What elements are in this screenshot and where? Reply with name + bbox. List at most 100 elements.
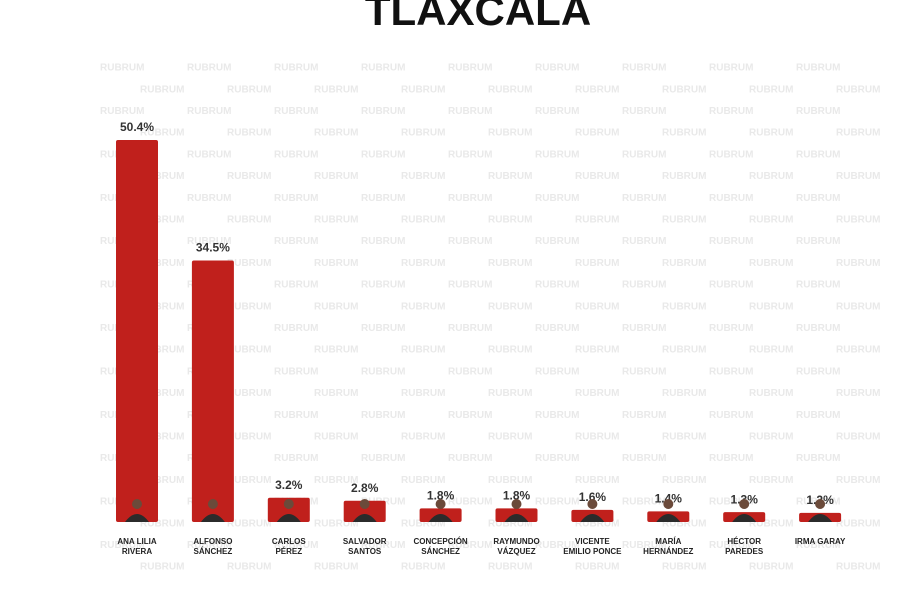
watermark: RUBRUM — [709, 323, 753, 334]
bar — [116, 139, 158, 522]
watermark: RUBRUM — [361, 410, 405, 421]
watermark: RUBRUM — [227, 128, 271, 139]
watermark: RUBRUM — [448, 410, 492, 421]
watermark: RUBRUM — [622, 193, 666, 204]
watermark: RUBRUM — [622, 410, 666, 421]
watermark: RUBRUM — [575, 84, 619, 95]
watermark: RUBRUM — [187, 193, 231, 204]
watermark: RUBRUM — [796, 236, 840, 247]
watermark: RUBRUM — [187, 149, 231, 160]
watermark: RUBRUM — [796, 193, 840, 204]
photo-head — [283, 499, 294, 509]
watermark: RUBRUM — [622, 106, 666, 117]
watermark: RUBRUM — [836, 171, 880, 182]
watermark: RUBRUM — [796, 280, 840, 291]
watermark: RUBRUM — [227, 215, 271, 226]
x-tick-label: MARÍA HERNÁNDEZ — [643, 537, 694, 556]
watermark: RUBRUM — [662, 258, 706, 269]
watermark: RUBRUM — [709, 106, 753, 117]
watermark: RUBRUM — [401, 432, 445, 443]
bar — [191, 260, 234, 522]
watermark: RUBRUM — [836, 518, 880, 529]
watermark: RUBRUM — [314, 128, 358, 139]
watermark: RUBRUM — [836, 301, 880, 312]
watermark: RUBRUM — [575, 215, 619, 226]
watermark: RUBRUM — [796, 366, 840, 377]
bar — [343, 500, 386, 522]
watermark: RUBRUM — [535, 366, 579, 377]
watermark: RUBRUM — [796, 149, 840, 160]
watermark: RUBRUM — [401, 128, 445, 139]
watermark: RUBRUM — [622, 236, 666, 247]
photo-head — [511, 499, 522, 509]
watermark: RUBRUM — [535, 540, 579, 551]
watermark: RUBRUM — [662, 432, 706, 443]
value-label: 1.6% — [579, 490, 607, 504]
watermark: RUBRUM — [575, 432, 619, 443]
value-label: 1.8% — [427, 489, 455, 503]
watermark: RUBRUM — [662, 518, 706, 529]
watermark: RUBRUM — [575, 518, 619, 529]
watermark: RUBRUM — [749, 301, 793, 312]
watermark: RUBRUM — [314, 215, 358, 226]
watermark: RUBRUM — [100, 106, 144, 117]
watermark: RUBRUM — [227, 301, 271, 312]
watermark: RUBRUM — [836, 258, 880, 269]
photo-head — [207, 499, 218, 509]
watermark: RUBRUM — [140, 84, 184, 95]
watermark: RUBRUM — [836, 84, 880, 95]
watermark: RUBRUM — [314, 562, 358, 573]
watermark: RUBRUM — [314, 84, 358, 95]
watermark: RUBRUM — [535, 63, 579, 74]
watermark: RUBRUM — [836, 562, 880, 573]
watermark: RUBRUM — [187, 106, 231, 117]
photo-body — [656, 514, 681, 522]
photo-body — [428, 514, 453, 522]
watermark: RUBRUM — [100, 540, 144, 551]
watermark: RUBRUM — [448, 63, 492, 74]
watermark: RUBRUM — [535, 323, 579, 334]
watermark: RUBRUM — [227, 258, 271, 269]
watermark: RUBRUM — [401, 171, 445, 182]
watermark: RUBRUM — [314, 258, 358, 269]
watermark: RUBRUM — [488, 215, 532, 226]
watermark: RUBRUM — [401, 215, 445, 226]
x-tick-label: SALVADOR SANTOS — [342, 537, 387, 556]
watermark: RUBRUM — [140, 345, 184, 356]
x-tick-label: CONCEPCIÓN SÁNCHEZ — [413, 537, 468, 556]
watermark: RUBRUM — [749, 128, 793, 139]
watermark: RUBRUM — [274, 280, 318, 291]
watermark: RUBRUM — [662, 388, 706, 399]
watermark: RUBRUM — [361, 236, 405, 247]
watermark: RUBRUM — [361, 323, 405, 334]
watermark: RUBRUM — [535, 106, 579, 117]
value-label: 3.2% — [275, 478, 303, 492]
watermark: RUBRUM — [227, 562, 271, 573]
watermark: RUBRUM — [401, 258, 445, 269]
photo-head — [587, 499, 598, 509]
photo-body — [808, 514, 833, 522]
bar — [267, 497, 310, 522]
watermark: RUBRUM — [662, 84, 706, 95]
watermark: RUBRUM — [274, 323, 318, 334]
watermark: RUBRUM — [140, 388, 184, 399]
photo-body — [732, 514, 757, 522]
x-tick-label: HÉCTOR PAREDES — [725, 537, 764, 556]
watermark: RUBRUM — [709, 410, 753, 421]
watermark: RUBRUM — [187, 540, 231, 551]
watermark: RUBRUM — [314, 432, 358, 443]
watermark: RUBRUM — [274, 63, 318, 74]
watermark: RUBRUM — [361, 540, 405, 551]
watermark: RUBRUM — [622, 149, 666, 160]
watermark: RUBRUM — [361, 280, 405, 291]
watermark: RUBRUM — [361, 193, 405, 204]
watermark: RUBRUM — [488, 84, 532, 95]
watermark: RUBRUM — [488, 388, 532, 399]
watermark: RUBRUM — [749, 215, 793, 226]
watermark: RUBRUM — [314, 475, 358, 486]
watermark: RUBRUM — [488, 432, 532, 443]
watermark: RUBRUM — [140, 171, 184, 182]
watermark: RUBRUM — [448, 366, 492, 377]
watermark: RUBRUM — [448, 540, 492, 551]
